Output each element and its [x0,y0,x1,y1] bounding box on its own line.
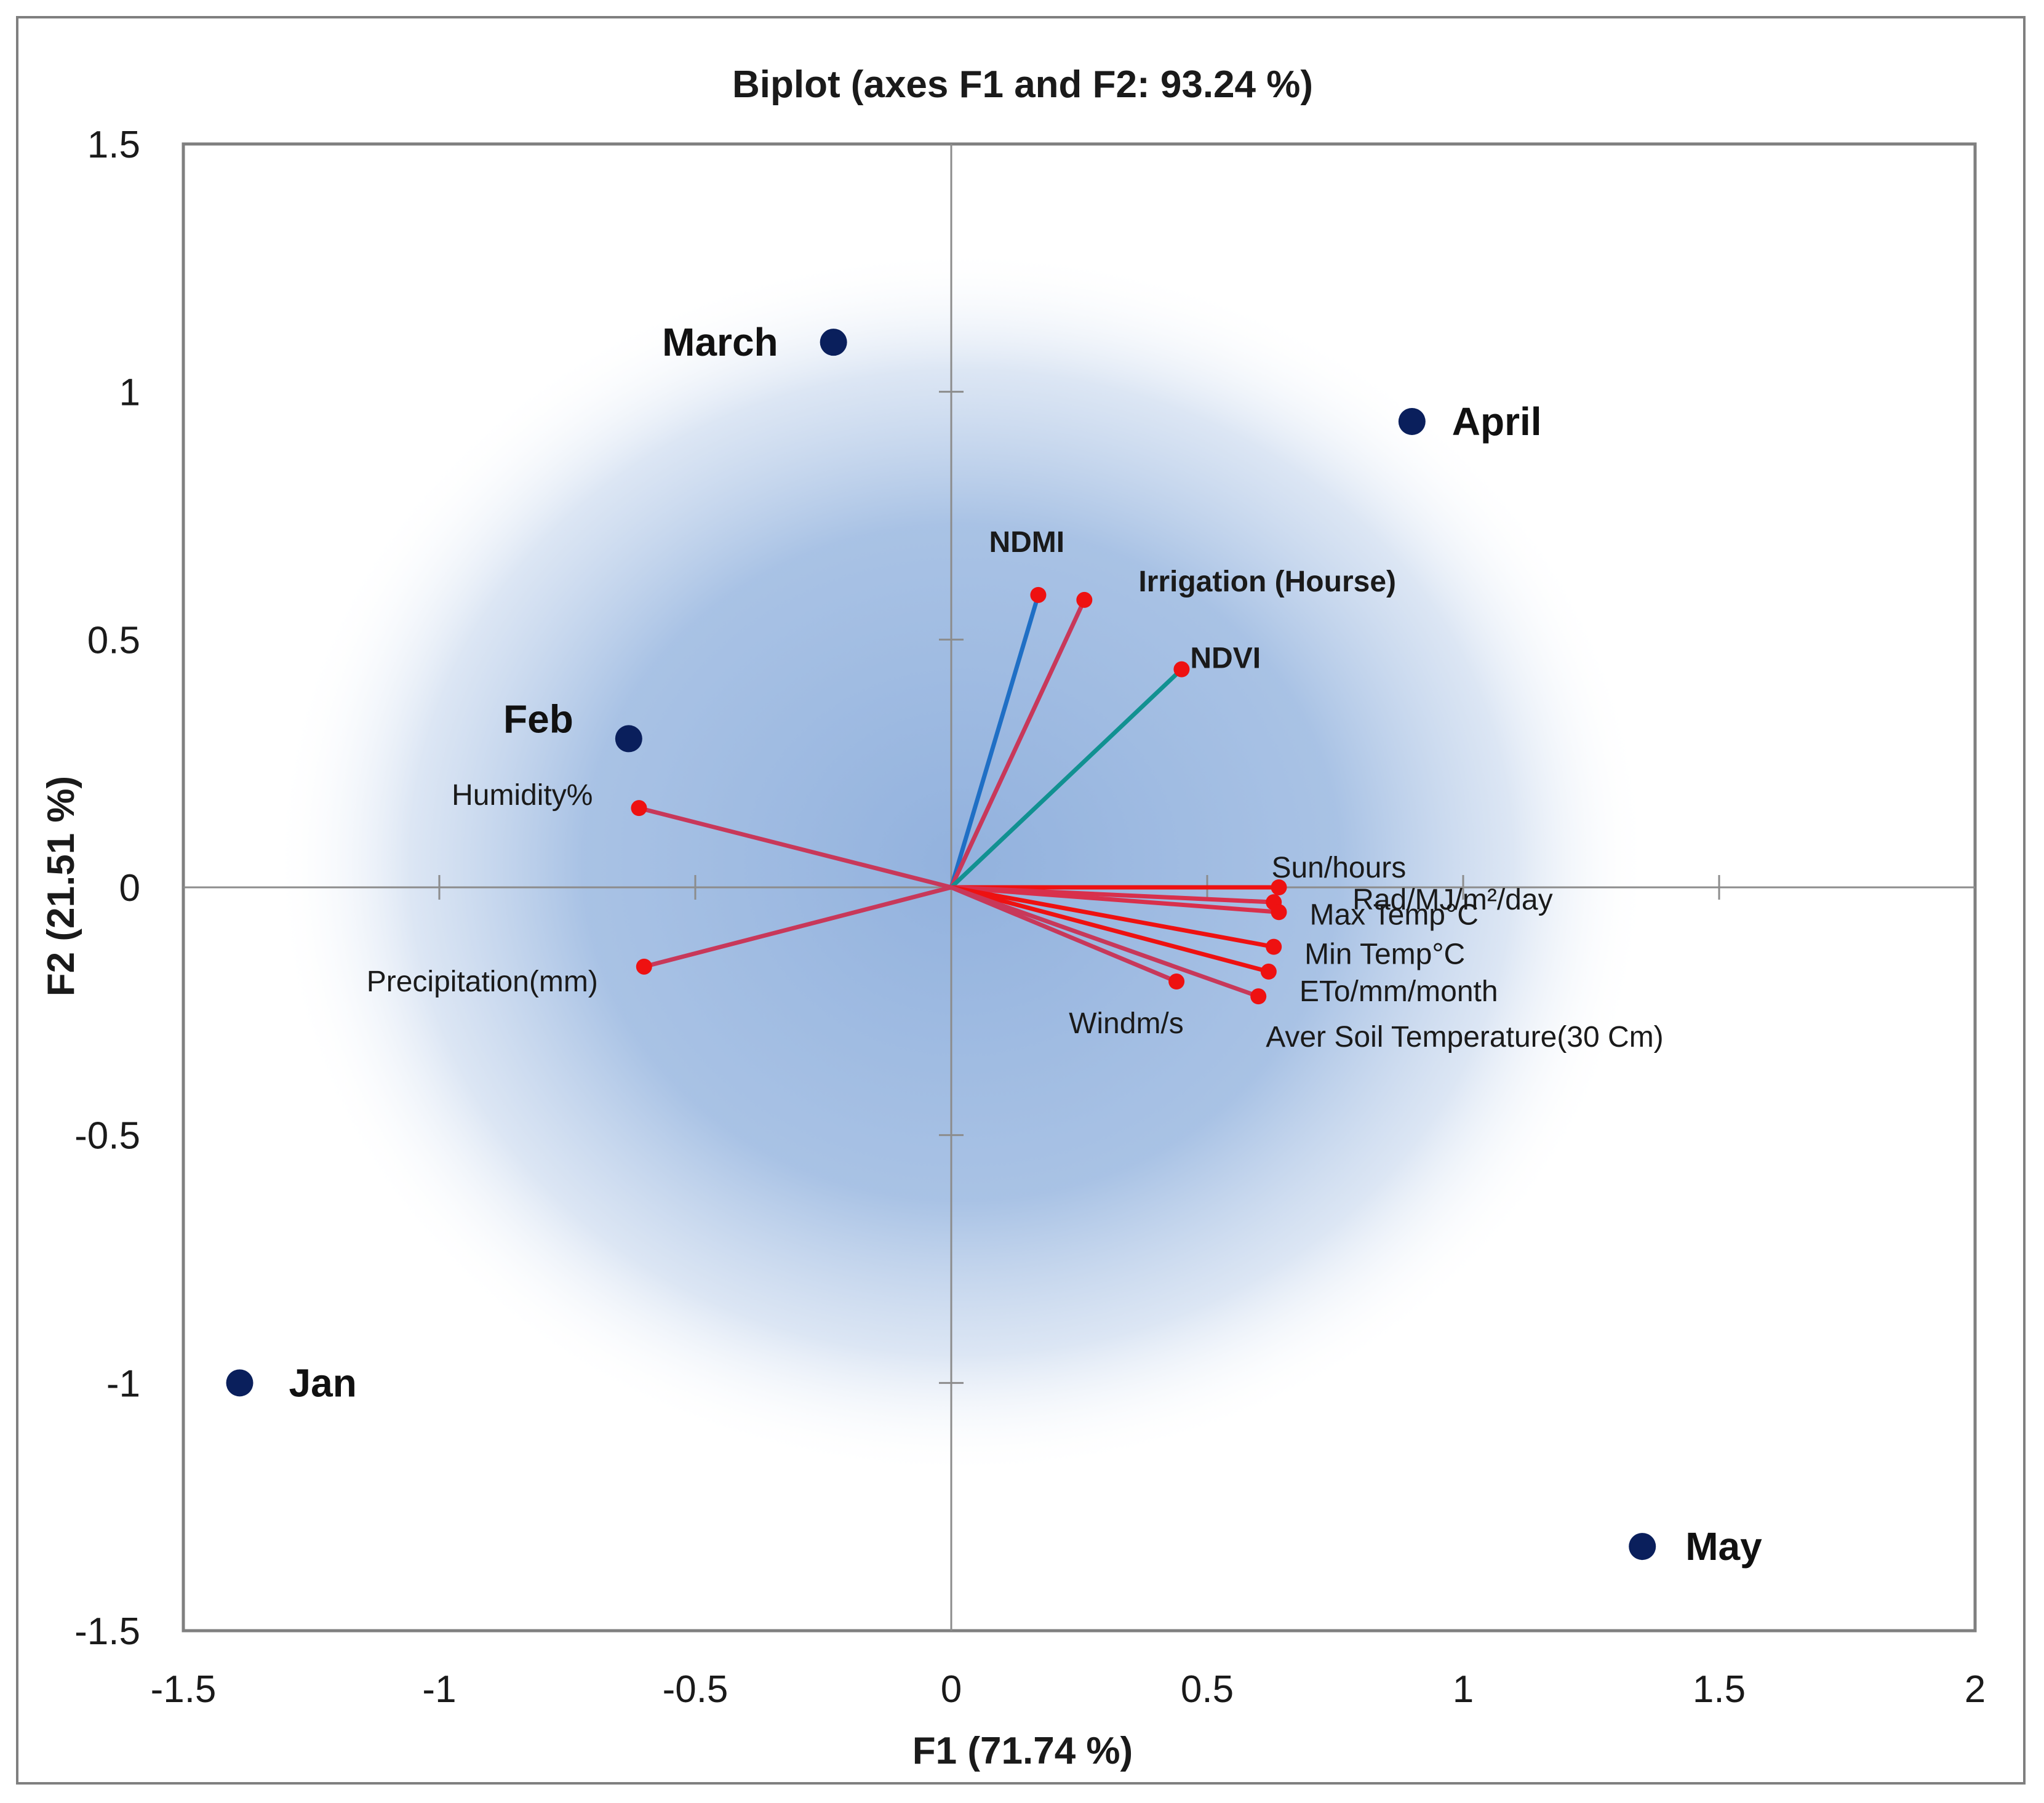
vector-ndmi [949,593,1040,890]
vector-endpoint-windm-s [1168,973,1185,990]
y-axis-title: F2 (21.51 %) [40,776,82,996]
vector-endpoint-ndvi [1173,661,1190,678]
x-axis-title: F1 (71.74 %) [912,1730,1133,1772]
vector-windm-s [949,885,1179,984]
variable-label-min-temp-c: Min Temp°C [1304,938,1465,971]
x-tick-label: 2 [1965,1668,1986,1711]
observation-label-feb: Feb [503,697,573,741]
y-tick-label: -1.5 [74,1610,140,1653]
observation-label-march: March [662,320,778,364]
vector-min-temp-c [949,885,1276,949]
vector-endpoint-ndmi [1030,586,1047,603]
vector-endpoint-humidity [631,800,647,817]
variable-label-rad-mj-m-day: Rad/MJ/m²/day [1352,884,1552,916]
vector-precipitation-mm [642,885,954,969]
variable-label-ndmi: NDMI [989,526,1064,559]
y-tick-label: 0 [119,867,140,909]
y-tick-label: 1.5 [87,124,140,166]
vector-endpoint-irrigation-hourse [1076,591,1093,608]
variable-label-windm-s: Windm/s [1069,1007,1184,1040]
variable-label-ndvi: NDVI [1190,642,1261,675]
observation-point-march [820,329,847,356]
vector-max-temp-c [949,885,1281,914]
observation-point-jan [226,1369,254,1397]
observation-label-april: April [1452,399,1542,444]
variable-label-aver-soil-temperature-30-cm: Aver Soil Temperature(30 Cm) [1266,1021,1663,1053]
y-tick-label: -1 [106,1362,140,1405]
x-tick-label: 1.5 [1693,1668,1746,1711]
vector-endpoint-sun-hours [1271,879,1287,895]
x-tick-label: -1.5 [151,1668,217,1711]
vector-eto-mm-month [949,885,1271,974]
vector-aver-soil-temperature-30-cm [949,885,1261,999]
observation-label-jan: Jan [289,1361,357,1405]
x-tick-label: -0.5 [663,1668,729,1711]
vector-humidity [636,806,954,890]
variable-label-humidity: Humidity% [452,779,593,812]
observation-point-may [1629,1533,1656,1561]
vector-irrigation-hourse [949,598,1087,890]
x-tick-label: -1 [422,1668,456,1711]
x-tick-label: 0.5 [1181,1668,1234,1711]
variable-label-sun-hours: Sun/hours [1271,852,1406,884]
vector-endpoint-aver-soil-temperature-30-cm [1250,988,1267,1005]
variable-label-irrigation-hourse: Irrigation (Hourse) [1138,566,1396,598]
y-tick-label: 1 [119,372,140,414]
observation-point-feb [615,725,642,753]
vector-endpoint-precipitation-mm [636,958,652,975]
variable-label-eto-mm-month: ETo/mm/month [1299,975,1498,1008]
chart-title: Biplot (axes F1 and F2: 93.24 %) [732,63,1313,106]
x-tick-label: 1 [1453,1668,1474,1711]
y-tick-label: 0.5 [87,619,140,662]
y-tick-label: -0.5 [74,1115,140,1157]
vector-ndvi [949,667,1184,890]
observation-label-may: May [1685,1524,1762,1569]
vector-endpoint-min-temp-c [1266,938,1282,955]
vector-endpoint-max-temp-c [1271,904,1287,921]
observation-point-april [1398,407,1426,435]
x-tick-label: 0 [941,1668,962,1711]
variable-label-precipitation-mm: Precipitation(mm) [367,965,598,998]
variable-label-max-temp-c: Max Temp°C [1309,898,1478,931]
vector-endpoint-eto-mm-month [1260,963,1277,980]
